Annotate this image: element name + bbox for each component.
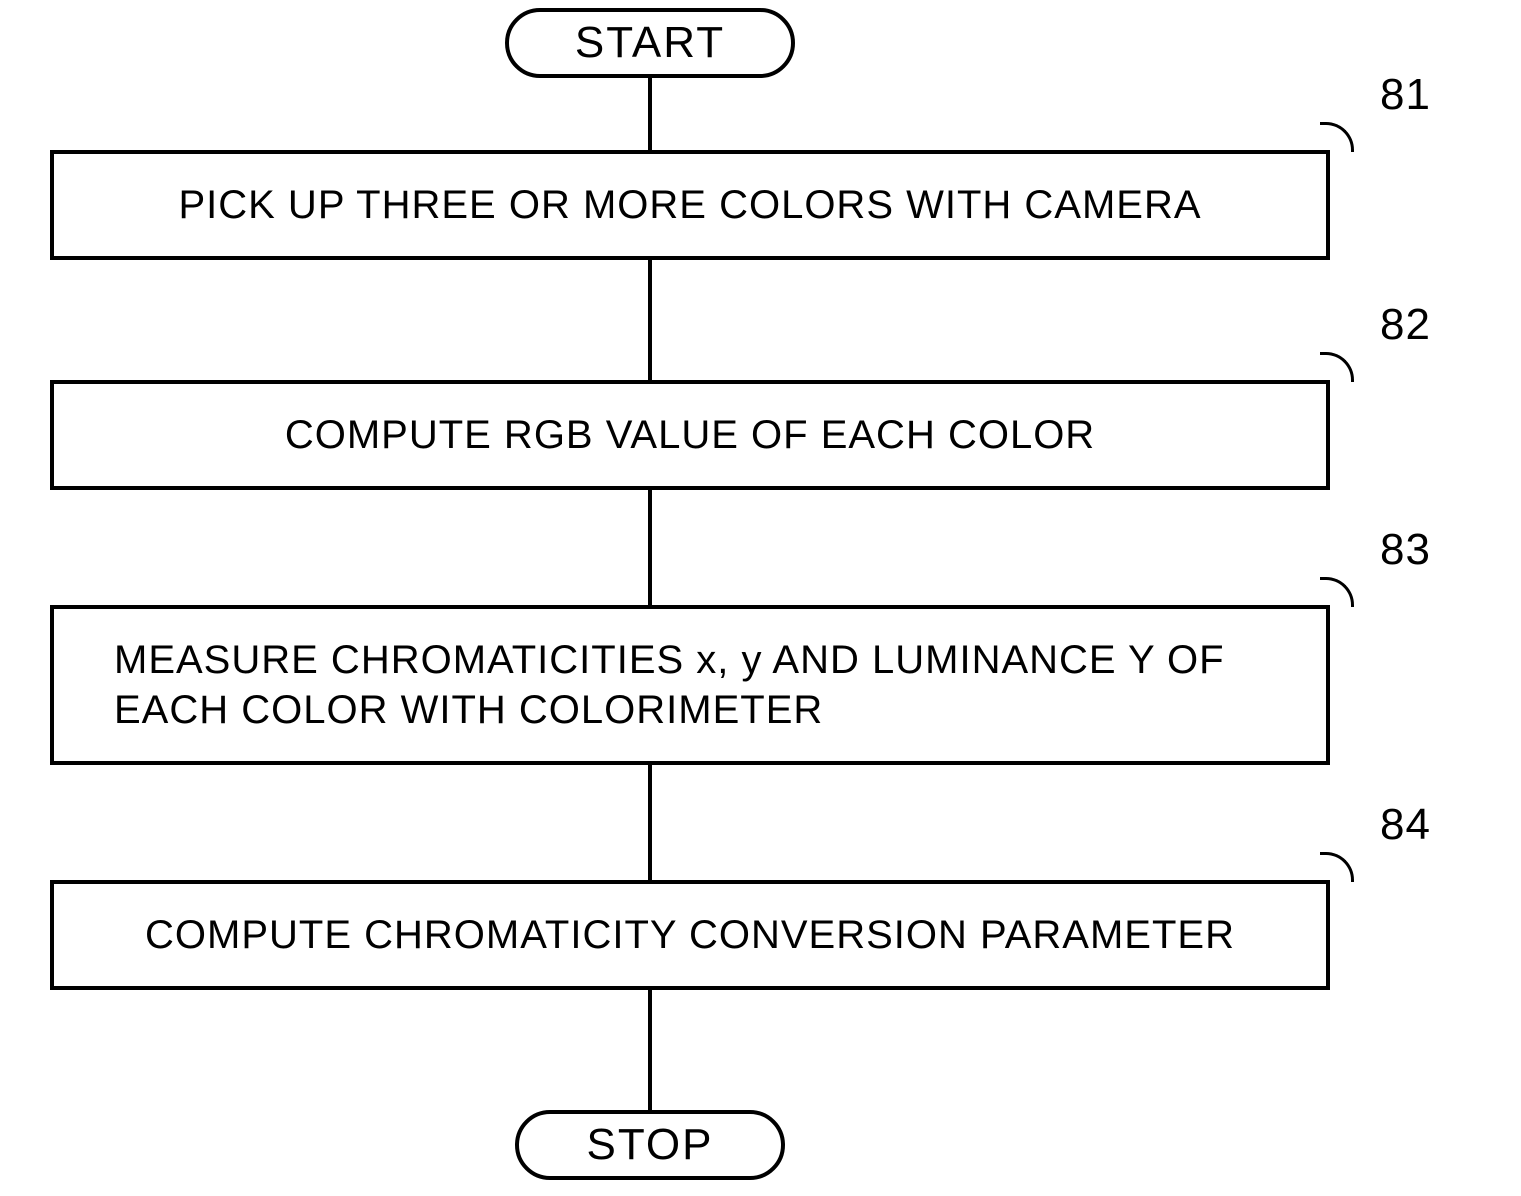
ref-leader-84 (1320, 852, 1354, 882)
process-step-82-text: COMPUTE RGB VALUE OF EACH COLOR (74, 410, 1306, 460)
process-step-81: PICK UP THREE OR MORE COLORS WITH CAMERA (50, 150, 1330, 260)
ref-label-81: 81 (1380, 70, 1431, 120)
process-step-83: MEASURE CHROMATICITIES x, y AND LUMINANC… (50, 605, 1330, 765)
terminator-stop-label: STOP (586, 1120, 713, 1170)
ref-leader-83 (1320, 577, 1354, 607)
ref-label-82: 82 (1380, 300, 1431, 350)
edge-p2-p3 (648, 490, 652, 605)
edge-p4-stop (648, 990, 652, 1110)
process-step-83-text: MEASURE CHROMATICITIES x, y AND LUMINANC… (74, 635, 1306, 735)
terminator-start-label: START (575, 18, 725, 68)
ref-label-83: 83 (1380, 525, 1431, 575)
process-step-84-text: COMPUTE CHROMATICITY CONVERSION PARAMETE… (74, 910, 1306, 960)
ref-label-84: 84 (1380, 800, 1431, 850)
edge-p3-p4 (648, 765, 652, 880)
flowchart-canvas: START PICK UP THREE OR MORE COLORS WITH … (0, 0, 1521, 1196)
terminator-start: START (505, 8, 795, 78)
edge-p1-p2 (648, 260, 652, 380)
edge-start-p1 (648, 78, 652, 150)
ref-leader-82 (1320, 352, 1354, 382)
process-step-81-text: PICK UP THREE OR MORE COLORS WITH CAMERA (74, 180, 1306, 230)
ref-leader-81 (1320, 122, 1354, 152)
process-step-84: COMPUTE CHROMATICITY CONVERSION PARAMETE… (50, 880, 1330, 990)
process-step-82: COMPUTE RGB VALUE OF EACH COLOR (50, 380, 1330, 490)
terminator-stop: STOP (515, 1110, 785, 1180)
